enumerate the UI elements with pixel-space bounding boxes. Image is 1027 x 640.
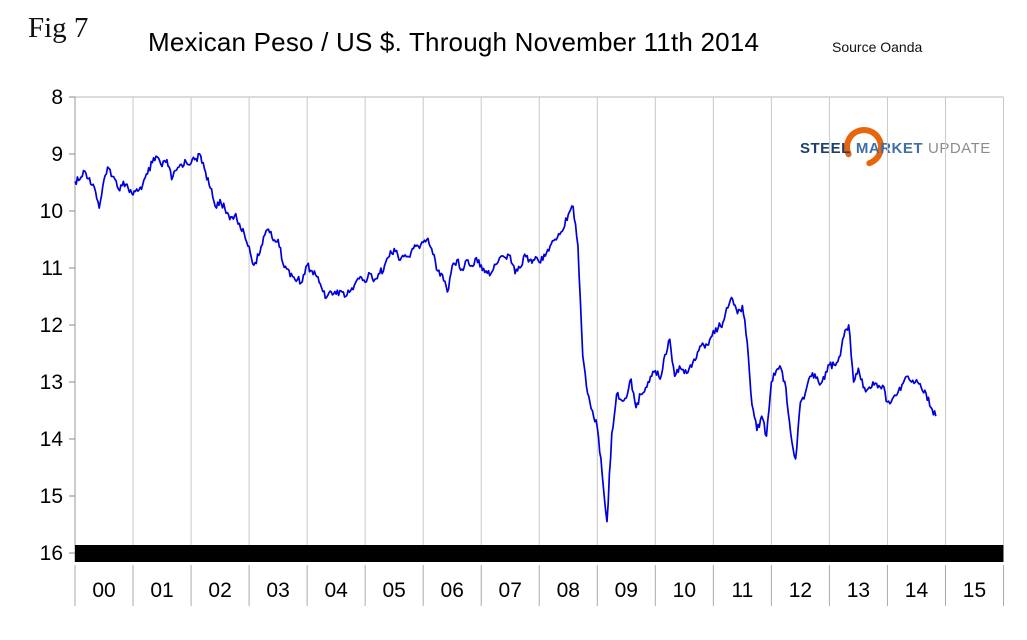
- logo-word-steel: STEEL: [800, 140, 851, 157]
- y-tick-label: 14: [40, 428, 64, 451]
- x-tick-label: 07: [499, 579, 522, 602]
- y-tick-label: 11: [41, 257, 63, 280]
- y-tick-label: 8: [51, 86, 63, 109]
- chart-title: Mexican Peso / US $. Through November 11…: [148, 27, 760, 57]
- x-tick-label: 03: [266, 579, 289, 602]
- logo-text: STEEL MARKET UPDATE: [800, 140, 991, 157]
- x-tick-label: 05: [382, 579, 405, 602]
- x-tick-label: 10: [673, 579, 696, 602]
- logo-word-update: UPDATE: [928, 140, 991, 157]
- exchange-rate-line: [74, 152, 937, 523]
- x-tick-label: 04: [324, 579, 348, 602]
- x-axis-black-bar: [75, 545, 1004, 562]
- x-tick-label: 11: [731, 579, 753, 602]
- y-tick-label: 9: [51, 143, 63, 166]
- y-tick-label: 13: [40, 371, 63, 394]
- y-tick-label: 16: [40, 542, 63, 565]
- x-tick-label: 08: [557, 579, 580, 602]
- x-tick-label: 13: [847, 579, 870, 602]
- orange-swoosh-icon: [844, 127, 884, 167]
- figure-label: Fig 7: [28, 12, 89, 44]
- x-tick-label: 09: [615, 579, 638, 602]
- y-tick-label: 15: [40, 485, 63, 508]
- x-tick-label: 06: [441, 579, 464, 602]
- y-tick-label: 12: [40, 314, 63, 337]
- logo-word-market: MARKET: [855, 140, 924, 157]
- y-tick-label: 10: [40, 200, 63, 223]
- x-tick-label: 15: [963, 579, 986, 602]
- x-tick-label: 00: [92, 579, 115, 602]
- x-tick-label: 01: [150, 579, 173, 602]
- x-tick-label: 14: [905, 579, 929, 602]
- x-tick-label: 12: [789, 579, 812, 602]
- x-tick-label: 02: [208, 579, 231, 602]
- source-label: Source Oanda: [832, 39, 923, 55]
- steel-market-update-logo: STEEL MARKET UPDATE: [800, 127, 990, 168]
